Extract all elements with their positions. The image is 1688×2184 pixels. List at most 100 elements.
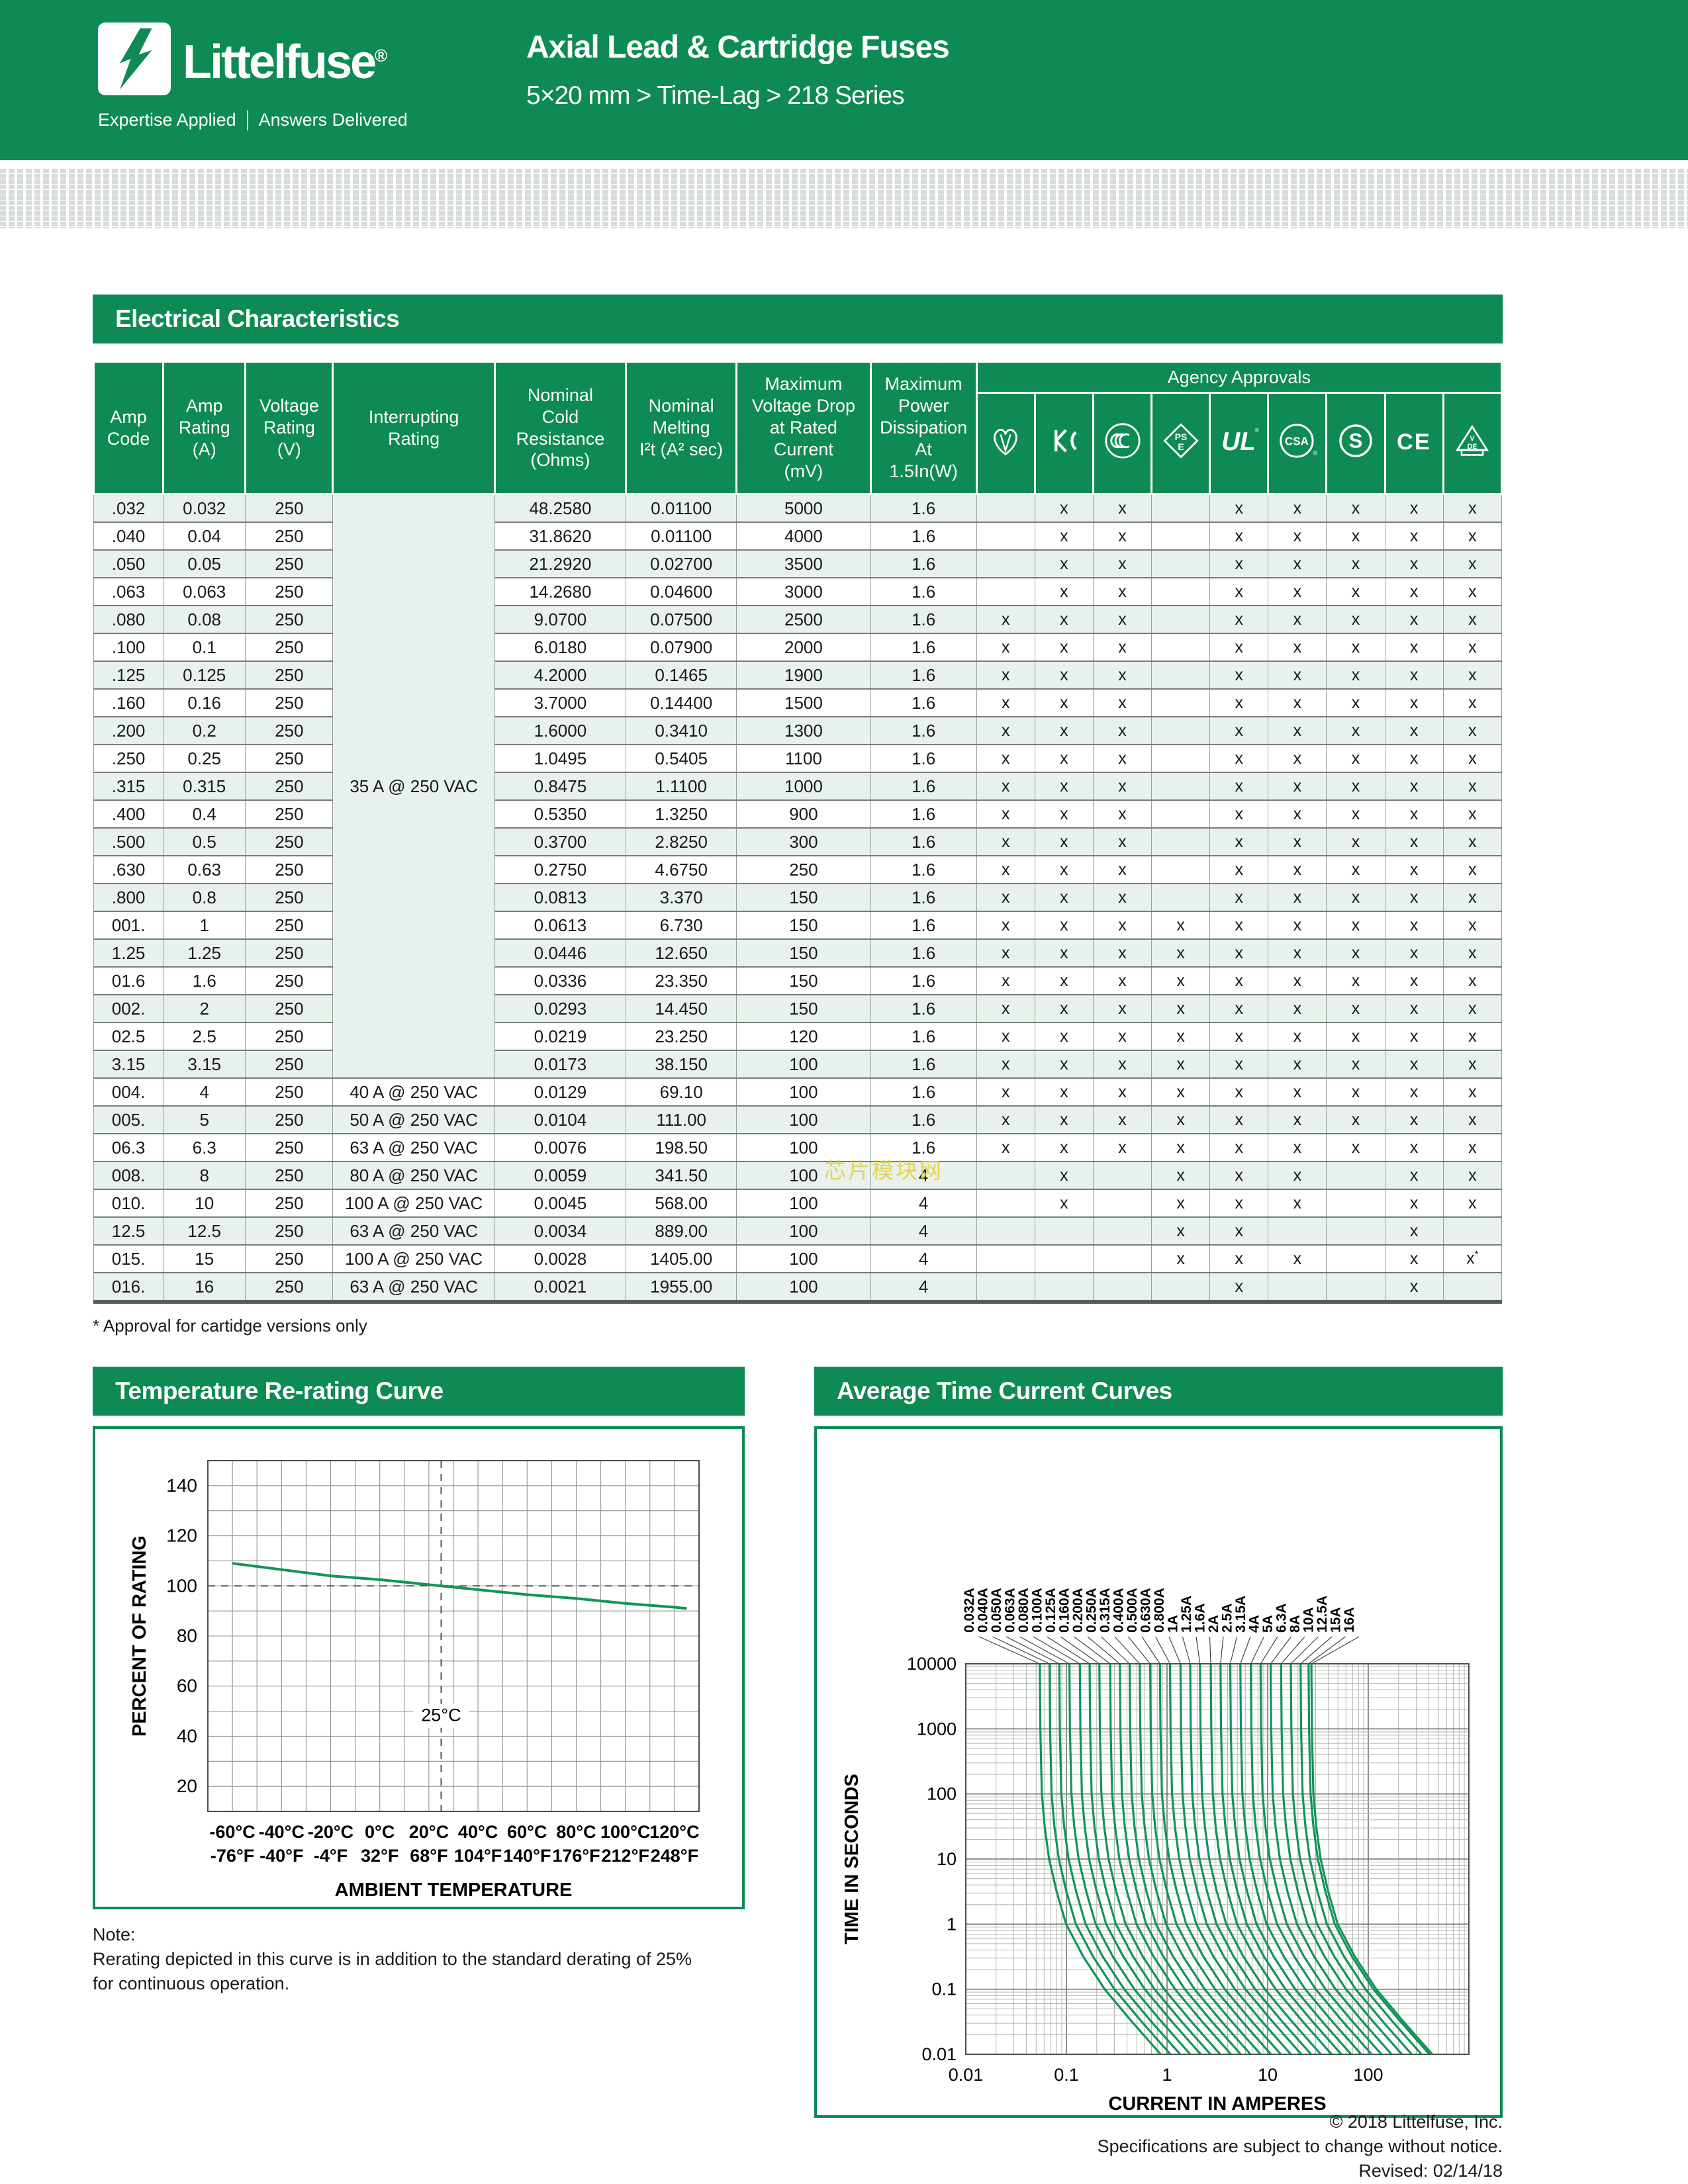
interrupting-rating-merged-cell: 35 A @ 250 VAC [332, 493, 495, 1079]
svg-text:40: 40 [177, 1725, 197, 1746]
table-cell: 4 [870, 1216, 977, 1246]
fuse-curve-0.100A [1088, 1663, 1211, 2056]
svg-text:10: 10 [937, 1849, 957, 1869]
approval-mark-cell: x [1268, 1189, 1327, 1218]
approval-mark-cell [976, 1244, 1035, 1273]
electrical-characteristics-section: Electrical Characteristics Amp Code Amp … [92, 295, 1503, 1336]
approval-mark-cell: x [1151, 966, 1211, 995]
table-cell: 0.5 [163, 827, 246, 856]
table-cell: 0.01100 [626, 522, 737, 551]
table-cell: 0.032 [163, 493, 246, 523]
table-cell: 250 [245, 716, 334, 745]
svg-text:60°C: 60°C [507, 1822, 547, 1842]
approval-mark-cell: x [1209, 1105, 1269, 1134]
svg-text:20: 20 [177, 1776, 197, 1796]
approval-mark-cell [1151, 827, 1211, 856]
curve-label: 12.5A [1315, 1596, 1330, 1633]
table-cell: 12.5 [93, 1216, 164, 1246]
table-cell: 0.0059 [494, 1161, 627, 1190]
table-cell: 0.1 [163, 633, 246, 662]
col-header-power-dissipation: Maximum Power Dissipation At 1.5In(W) [869, 361, 978, 495]
fuse-curve-0.063A [1068, 1663, 1192, 2056]
table-cell: 1.6 [870, 772, 977, 801]
table-cell: 0.08 [163, 605, 246, 634]
approval-mark-cell: x [1384, 855, 1444, 884]
svg-text:0.01: 0.01 [949, 2065, 984, 2085]
approval-mark-cell: x [1268, 1050, 1327, 1079]
curve-label: 1.6A [1193, 1604, 1208, 1633]
approval-mark-cell: x [1442, 938, 1503, 968]
table-row: 1.25 1.25 250 0.0446 12.650 150 1.6 x x x x x x x x x [93, 938, 1503, 968]
approval-mark-cell: x [1092, 716, 1152, 745]
table-cell: 38.150 [626, 1050, 737, 1079]
table-row: .250 0.25 250 1.0495 0.5405 1100 1.6 x x x x x x x x [93, 744, 1503, 773]
table-cell: 250 [245, 744, 334, 773]
table-cell: 111.00 [626, 1105, 737, 1134]
x-axis-title: AMBIENT TEMPERATURE [335, 1880, 573, 1901]
curve-label: 0.800A [1152, 1588, 1167, 1633]
approval-mark-cell: x [1034, 1133, 1094, 1162]
approval-mark-cell: x [1384, 716, 1444, 745]
table-cell: 12.650 [626, 938, 737, 968]
table-cell: 100 [736, 1216, 871, 1246]
table-cell: 150 [736, 911, 871, 940]
approval-mark-cell [1151, 855, 1211, 884]
rerating-note: Note: Rerating depicted in this curve is… [93, 1923, 692, 1996]
curve-label: 0.400A [1111, 1588, 1127, 1633]
approval-mark-cell: x [1209, 605, 1269, 634]
approval-mark-cell: x [1034, 855, 1094, 884]
table-cell: 4 [163, 1077, 246, 1107]
table-cell: 4 [870, 1189, 977, 1218]
table-cell: .200 [93, 716, 164, 745]
approval-mark-cell: x [1442, 577, 1503, 606]
approval-mark-cell [1442, 1216, 1503, 1246]
approval-mark-cell [1151, 633, 1211, 662]
svg-text:10000: 10000 [907, 1654, 957, 1674]
table-cell: 23.250 [626, 1022, 737, 1051]
table-cell: 8 [163, 1161, 246, 1190]
approval-mark-cell: x [1209, 855, 1269, 884]
table-cell: 0.1465 [626, 660, 737, 690]
table-cell: 250 [245, 911, 334, 940]
table-cell: 1100 [736, 744, 871, 773]
table-cell: 198.50 [626, 1133, 737, 1162]
approval-mark-cell: x [1209, 772, 1269, 801]
interrupting-rating-cell: 40 A @ 250 VAC [332, 1077, 495, 1107]
svg-text:-76°F: -76°F [211, 1846, 254, 1866]
approval-mark-cell: x [1384, 522, 1444, 551]
table-cell: 250 [245, 522, 334, 551]
curve-label: 5A [1260, 1615, 1276, 1633]
approval-mark-cell: x [1326, 577, 1385, 606]
fuse-curve-0.050A [1058, 1663, 1182, 2056]
approval-mark-cell: x [976, 633, 1035, 662]
note-line: Note: [93, 1925, 136, 1944]
approval-mark-cell: x [1384, 744, 1444, 773]
approval-mark-cell: x [1092, 827, 1152, 856]
table-cell: .032 [93, 493, 164, 523]
table-cell: 1.6 [870, 605, 977, 634]
svg-text:100°C: 100°C [600, 1822, 650, 1842]
svg-text:100: 100 [1353, 2065, 1383, 2085]
approval-mark-cell: x [1034, 549, 1094, 578]
time-current-curves-section: Average Time Current Curves 0.032A 0.040A… [814, 1367, 1503, 2118]
approval-mark-cell: x [1326, 660, 1385, 690]
table-cell: 1405.00 [626, 1244, 737, 1273]
approval-mark-cell: x [1442, 883, 1503, 912]
x-axis-title: CURRENT IN AMPERES [1108, 2093, 1326, 2112]
table-cell: 1.6 [870, 577, 977, 606]
table-cell: 1300 [736, 716, 871, 745]
table-cell: 1.6 [870, 827, 977, 856]
table-cell: 341.50 [626, 1161, 737, 1190]
svg-text:1: 1 [947, 1914, 957, 1934]
table-cell: 250 [245, 549, 334, 578]
approval-mark-cell: x [1268, 549, 1327, 578]
svg-text:104°F: 104°F [454, 1846, 502, 1866]
table-cell: 6.0180 [494, 633, 627, 662]
table-cell: .125 [93, 660, 164, 690]
table-cell: 250 [245, 1244, 334, 1273]
table-cell: 23.350 [626, 966, 737, 995]
approval-mark-cell: x [1209, 1216, 1269, 1246]
fuse-curve-0.315A [1139, 1663, 1262, 2056]
table-cell: 10 [163, 1189, 246, 1218]
approval-mark-cell: x [1326, 716, 1385, 745]
